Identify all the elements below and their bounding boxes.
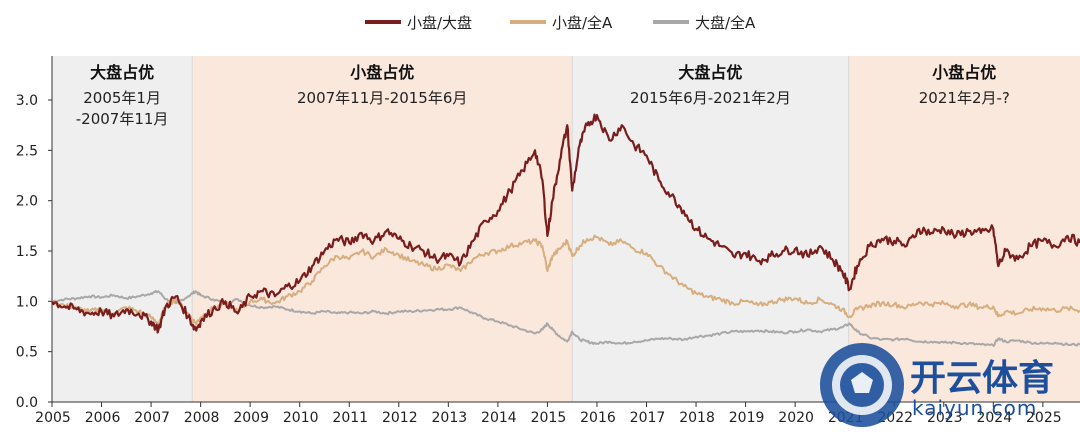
- y-tick-label: 2.0: [16, 194, 38, 210]
- region-subtitle-1: 2007年11月-2015年6月: [297, 89, 467, 107]
- region-title-3: 小盘占优: [932, 63, 996, 82]
- series-line-2: [51, 289, 1080, 347]
- legend-label-0: 小盘/大盘: [407, 14, 472, 32]
- y-tick-label: 1.5: [16, 244, 38, 260]
- y-tick-label: 1.0: [16, 294, 38, 310]
- x-tick-label: 2006: [85, 410, 121, 426]
- legend-label-2: 大盘/全A: [695, 14, 756, 32]
- region-subtitle-3: 2021年2月-?: [919, 89, 1010, 107]
- x-tick-label: 2009: [233, 410, 269, 426]
- region-0: [52, 56, 193, 402]
- axes: 0.0 0.5 1.0 1.5 2.0 2.5 3.0 2005 2006 2007 2008 200…: [16, 56, 1080, 426]
- x-tick-label: 2012: [382, 410, 418, 426]
- y-tick-label: 0.5: [16, 345, 38, 361]
- series-lines: [51, 113, 1080, 347]
- region-subtitle2-0: -2007年11月: [76, 110, 169, 128]
- x-tick-label: 2019: [729, 410, 765, 426]
- x-tick-label: 2018: [679, 410, 715, 426]
- x-tick-label: 2010: [283, 410, 319, 426]
- x-tick-label: 2005: [35, 410, 71, 426]
- x-tick-label: 2013: [432, 410, 468, 426]
- region-subtitle-2: 2015年6月-2021年2月: [630, 89, 791, 107]
- watermark-brand: 开云体育: [910, 358, 1054, 399]
- x-tick-label: 2016: [580, 410, 616, 426]
- background-regions: [52, 56, 1080, 402]
- region-subtitle-0: 2005年1月: [83, 89, 161, 107]
- region-1: [192, 56, 573, 402]
- x-tick-label: 2023: [927, 410, 963, 426]
- series-line-0: [51, 113, 1080, 334]
- x-tick-label: 2020: [778, 410, 814, 426]
- x-tick-label: 2024: [976, 410, 1012, 426]
- legend: 小盘/大盘 小盘/全A 大盘/全A: [365, 14, 756, 32]
- region-title-0: 大盘占优: [90, 63, 154, 82]
- y-tick-label: 0.0: [16, 395, 38, 411]
- region-title-2: 大盘占优: [678, 63, 742, 82]
- y-tick-label: 3.0: [16, 93, 38, 109]
- x-tick-label: 2015: [531, 410, 567, 426]
- x-tick-label: 2008: [184, 410, 220, 426]
- x-tick-label: 2025: [1026, 410, 1062, 426]
- region-labels: 大盘占优 2005年1月 -2007年11月 小盘占优 2007年11月-2015年6月…: [76, 63, 1010, 128]
- kaiyun-logo-icon: [820, 343, 904, 427]
- x-tick-label: 2007: [134, 410, 170, 426]
- watermark-domain: kaiyun.com: [912, 396, 1037, 420]
- x-tick-label: 2017: [630, 410, 666, 426]
- legend-label-1: 小盘/全A: [552, 14, 613, 32]
- x-tick-label: 2011: [332, 410, 368, 426]
- region-title-1: 小盘占优: [350, 63, 414, 82]
- region-3: [848, 56, 1080, 402]
- watermark: 开云体育 kaiyun.com: [820, 343, 1054, 427]
- y-tick-label: 2.5: [16, 143, 38, 159]
- region-2: [572, 56, 849, 402]
- x-tick-label: 2014: [481, 410, 517, 426]
